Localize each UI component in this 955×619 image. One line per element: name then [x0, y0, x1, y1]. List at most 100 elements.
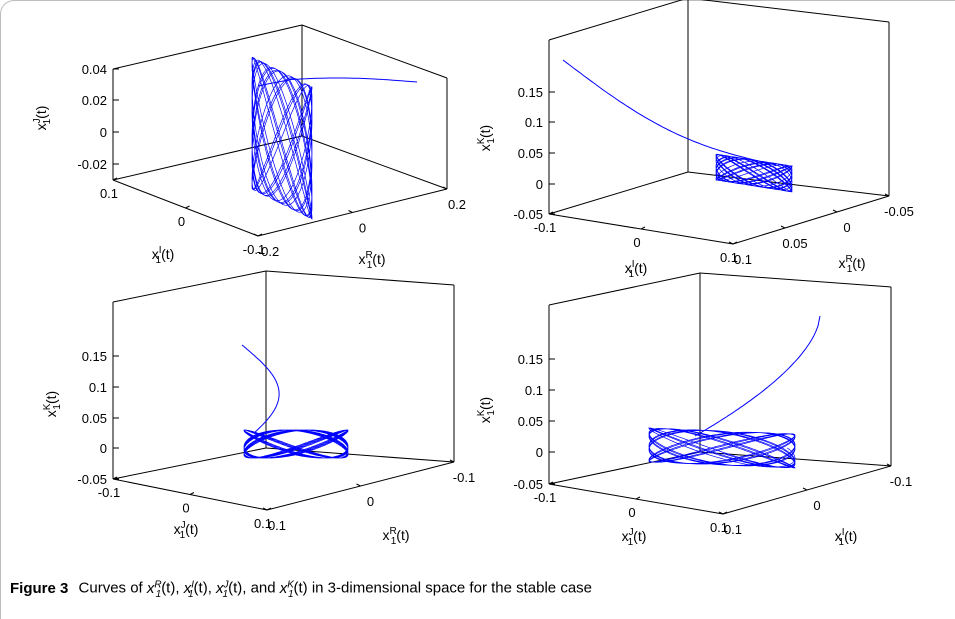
chart-1-left-tick [257, 233, 263, 237]
chart-4-top-right-edge [699, 272, 892, 288]
chart-1-top-left-edge [112, 24, 303, 70]
chart-4-z-tick-label: 0 [536, 445, 543, 460]
chart-3-z-tick-label: 0.1 [89, 380, 107, 395]
caption-text: Curves of xR1(t), xI1(t), xJ1(t), and xK… [78, 579, 592, 600]
chart-2-left-tick [640, 226, 646, 230]
chart-1-right-tick [442, 186, 448, 190]
chart-3-floor-back-right [265, 447, 455, 463]
figure-caption: Figure 3 Curves of xR1(t), xI1(t), xJ1(t… [10, 579, 592, 600]
chart-3-right-tick [262, 507, 268, 511]
chart-1-left-label: xI 1(t) [152, 245, 175, 266]
chart-3-left-tick [112, 476, 118, 480]
chart-3-z-label-text: xK1(t) [42, 391, 63, 417]
chart-4-left-tick-label: 0 [628, 505, 635, 520]
chart-4-right-tick [802, 487, 808, 491]
chart-3-top-left-edge [112, 270, 267, 303]
chart-3-top-right-edge [265, 270, 455, 286]
chart-4-left-tick [548, 481, 554, 485]
chart-2-z-tick-label: 0.1 [525, 115, 543, 130]
chart-1-right-label: xR 1(t) [358, 250, 385, 271]
chart-1-left-tick-label: 0.1 [100, 186, 118, 201]
chart-1-z-label-text: xJ1(t) [32, 106, 53, 131]
chart-1-left-tick-label: -0.1 [243, 242, 265, 257]
chart-4-right-tick-label: 0.1 [724, 522, 742, 537]
caption-symbol-5: xJ1 [216, 579, 229, 600]
chart-4-right-label: xI 1(t) [835, 527, 858, 548]
chart-4-left-label-text: xJ 1(t) [622, 527, 647, 548]
chart-1-left-tick-label: 0 [178, 214, 185, 229]
chart-2-right-label: xR 1(t) [838, 254, 865, 275]
chart-4-left-tick-label: 0.1 [710, 520, 728, 535]
chart-1-z-tick-label: 0.02 [82, 93, 107, 108]
chart-2-top-right-edge [700, 0, 890, 23]
chart-2-left-tick [548, 211, 554, 215]
chart-2: 0.150.10.050-0.05-0.100.10.10.050-0.05xK… [476, 0, 914, 280]
chart-3-transient-line [241, 344, 280, 433]
chart-2-right-tick [884, 193, 890, 197]
chart-1-right-tick [348, 210, 353, 213]
chart-4-z-label: xK1(t) [476, 397, 497, 423]
chart-1-left-tick [112, 177, 118, 181]
chart-4-transient-line [694, 315, 821, 437]
chart-4-z-label-text: xK1(t) [476, 397, 497, 423]
chart-4-right-label-text: xI 1(t) [835, 527, 858, 548]
chart-3-z-tick-label: 0.15 [82, 349, 107, 364]
chart-1-z-tick-label: -0.02 [77, 157, 107, 172]
chart-3-left-tick [266, 507, 272, 511]
chart-2-right-tick [728, 241, 734, 245]
chart-2-left-label: xI 1(t) [625, 259, 648, 280]
chart-1-right-tick-label: 0.2 [448, 197, 466, 212]
chart-3-z-label: xK1(t) [42, 391, 63, 417]
chart-4-left-tick-label: -0.1 [534, 490, 556, 505]
chart-1-right-tick-label: -0.2 [257, 244, 279, 259]
chart-4-right-tick [886, 463, 892, 467]
chart-1-z-label: xJ1(t) [32, 106, 53, 131]
chart-4-right-tick-label: 0 [813, 498, 820, 513]
chart-1-right-tick [253, 233, 259, 237]
chart-4-z-tick-label: -0.05 [513, 477, 543, 492]
chart-2-right-label-text: xR 1(t) [838, 254, 865, 275]
chart-4-left-label: xJ 1(t) [622, 527, 647, 548]
chart-3-left-tick [189, 492, 195, 495]
chart-4-z-tick-label: 0.05 [518, 414, 543, 429]
chart-3-right-tick-label: 0 [367, 494, 374, 509]
chart-4-right-tick-label: -0.1 [890, 474, 912, 489]
chart-4-z-tick-label: 0.15 [518, 352, 543, 367]
chart-3-left-label-text: xJ 1(t) [174, 520, 199, 541]
chart-2-left-tick [732, 241, 738, 245]
chart-1-left-label-text: xI 1(t) [152, 245, 175, 266]
chart-2-z-tick-label: 0.05 [518, 146, 543, 161]
chart-2-right-tick-label: 0 [843, 220, 850, 235]
chart-2-z-label: xK1(t) [476, 125, 497, 151]
chart-2-right-tick [832, 209, 838, 213]
chart-3-left-tick-label: 0 [182, 501, 189, 516]
chart-1-left-tick [185, 205, 190, 209]
chart-2-right-tick-label: 0.1 [734, 252, 752, 267]
chart-4-left-tick [635, 496, 641, 500]
chart-3-right-tick [356, 483, 361, 487]
chart-1-attractor [251, 56, 313, 220]
chart-2-right-tick-label: 0.05 [782, 236, 807, 251]
chart-2-top-left-edge [548, 0, 684, 41]
chart-2-left-tick-label: 0 [633, 235, 640, 250]
caption-symbol-7: xK1 [279, 579, 294, 600]
chart-2-left-tick-label: 0.1 [720, 250, 738, 265]
chart-2-left-tick-label: -0.1 [534, 220, 556, 235]
chart-3-left-label: xJ 1(t) [174, 520, 199, 541]
chart-4-top-left-edge [548, 272, 701, 306]
chart-3: 0.150.10.050-0.05-0.100.10.10-0.1xK1(t)x… [42, 270, 475, 547]
chart-3-right-tick [449, 459, 455, 463]
chart-2-z-label-text: xK1(t) [476, 125, 497, 151]
chart-4: 0.150.10.050-0.05-0.100.10.10-0.1xK1(t)x… [476, 272, 912, 548]
chart-3-left-tick-label: -0.1 [98, 485, 120, 500]
caption-symbol-3: xI1 [183, 579, 194, 600]
chart-2-right-tick-label: -0.05 [884, 204, 914, 219]
chart-2-right-tick [780, 225, 786, 229]
chart-3-left-tick-label: 0.1 [254, 516, 272, 531]
chart-2-z-tick-label: 0.15 [518, 85, 543, 100]
chart-3-z-tick-label: -0.05 [77, 472, 107, 487]
chart-1-floor-back-right [301, 135, 448, 190]
chart-3-right-label: xR 1(t) [382, 526, 409, 547]
chart-2-floor-back-left [548, 171, 689, 215]
